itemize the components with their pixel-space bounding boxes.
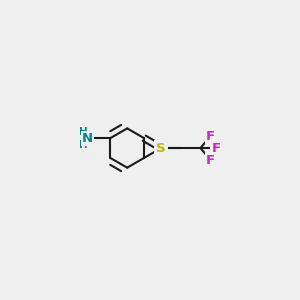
Text: N: N [82,132,93,145]
Text: S: S [156,142,166,154]
Text: F: F [206,154,215,166]
Text: H: H [79,127,88,137]
Text: N: N [156,142,167,154]
Text: F: F [212,142,221,154]
Text: F: F [206,130,215,142]
Text: H: H [79,140,88,150]
